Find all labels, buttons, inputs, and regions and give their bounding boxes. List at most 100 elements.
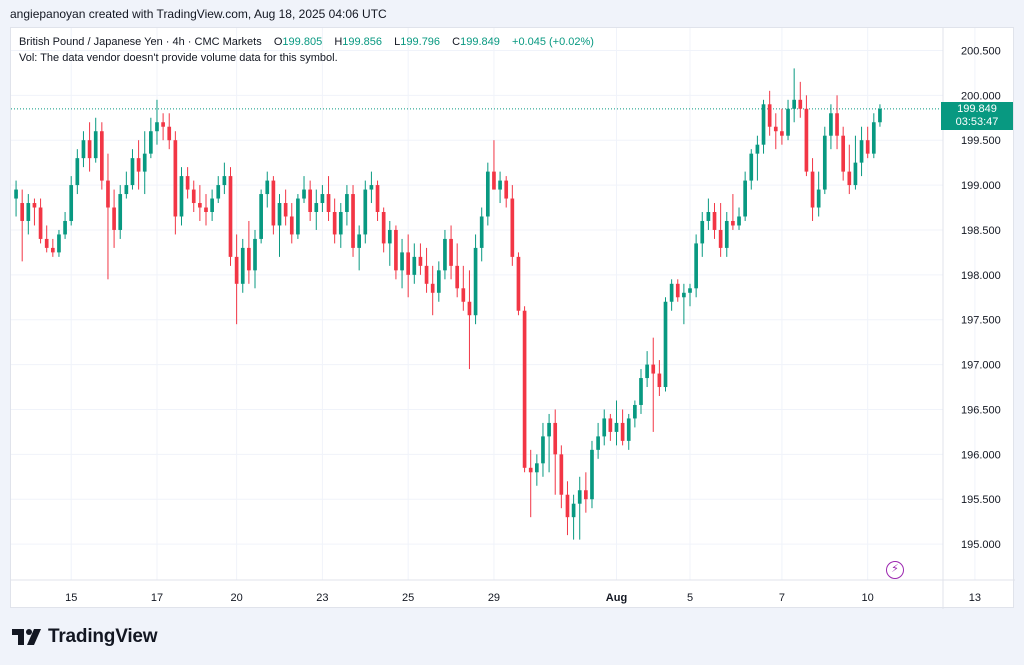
candle — [663, 297, 668, 392]
price-tick-label: 195.500 — [961, 494, 1001, 506]
candlestick-chart[interactable]: 200.500 200.000 199.500 199.000 198.500 198.0… — [11, 28, 1015, 609]
candle-body — [247, 247, 251, 271]
candle — [590, 440, 594, 509]
candle-body — [829, 113, 833, 136]
candle-body — [455, 265, 460, 289]
candle-body — [443, 238, 447, 271]
candle-body — [320, 194, 325, 204]
candle-body — [302, 189, 306, 199]
candle-body — [112, 207, 116, 230]
candle-body — [308, 189, 312, 212]
open-label: O — [273, 36, 283, 48]
candle-body — [822, 135, 827, 190]
candle-body — [253, 238, 257, 271]
price-tick-label: 198.000 — [961, 270, 1001, 282]
candle-body — [375, 185, 380, 212]
lightning-icon[interactable]: ⚡ — [886, 561, 904, 579]
candle-body — [694, 243, 698, 289]
candle-body — [26, 203, 31, 221]
candle — [467, 270, 472, 370]
candle — [577, 476, 582, 540]
candle-body — [430, 283, 435, 293]
candle-body — [173, 140, 178, 217]
time-tick-label: 7 — [779, 592, 785, 604]
candle-body — [614, 422, 619, 432]
candle-body — [816, 189, 821, 208]
candle-body — [240, 247, 245, 284]
high-label: H — [334, 36, 343, 48]
candle — [296, 194, 300, 239]
candle-body — [412, 256, 417, 275]
candle-body — [847, 171, 852, 186]
candle-body — [93, 131, 98, 159]
candle-body — [314, 203, 319, 212]
candle-body — [20, 203, 25, 221]
candle-body — [461, 288, 466, 302]
candle-body — [792, 99, 796, 109]
candle — [320, 185, 325, 212]
candle — [118, 185, 123, 239]
time-tick-label: 15 — [65, 592, 77, 604]
candle-body — [706, 212, 711, 221]
candle — [528, 449, 533, 518]
candle — [706, 198, 711, 230]
price-tick-label: 199.000 — [961, 180, 1001, 192]
candle — [369, 171, 374, 204]
candle-body — [804, 108, 809, 172]
candle-body — [38, 207, 43, 239]
bar-countdown: 03:53:47 — [955, 115, 999, 128]
candle-body — [50, 247, 55, 253]
candle-body — [633, 404, 637, 419]
candle-body — [136, 158, 141, 172]
candle-body — [271, 180, 276, 226]
candle — [161, 113, 165, 141]
candle — [124, 171, 129, 199]
candle — [547, 413, 551, 473]
candle-body — [675, 283, 680, 298]
candle — [492, 140, 496, 190]
candle-body — [565, 494, 570, 518]
candle — [694, 234, 698, 298]
time-tick-label: 23 — [316, 592, 328, 604]
candle-body — [878, 108, 882, 123]
candle — [455, 243, 460, 298]
candle — [314, 189, 319, 230]
candle-body — [535, 463, 539, 473]
candle — [32, 198, 37, 226]
candle — [829, 104, 833, 150]
candle — [112, 189, 116, 248]
chart-panel[interactable]: 200.500 200.000 199.500 199.000 198.500 198.0… — [10, 27, 1015, 609]
candle-body — [504, 180, 509, 199]
candle-body — [835, 113, 839, 136]
candle — [179, 167, 184, 226]
candle — [608, 413, 613, 441]
time-tick-label: 10 — [862, 592, 874, 604]
candle — [167, 113, 172, 150]
candle-body — [63, 220, 67, 235]
price-tick-label: 199.500 — [961, 135, 1001, 147]
candle — [106, 153, 110, 280]
candle — [847, 144, 852, 195]
candle — [449, 225, 453, 280]
low-label: L — [394, 36, 401, 48]
candle-body — [14, 189, 18, 199]
candle-body — [277, 203, 282, 226]
last-price-tag: 199.849 03:53:47 — [941, 101, 1013, 130]
tradingview-brand[interactable]: TradingView — [12, 626, 158, 648]
candle-body — [651, 364, 656, 374]
close-label: C — [452, 36, 461, 48]
candle-body — [590, 449, 594, 500]
attribution-text: angiepanoyan created with TradingView.co… — [10, 7, 387, 21]
price-tick-label: 200.000 — [961, 90, 1001, 102]
time-tick-label: 20 — [231, 592, 243, 604]
candle — [210, 189, 214, 221]
candles-group — [14, 68, 882, 540]
candle — [240, 238, 245, 293]
candle — [853, 135, 858, 190]
candle-body — [338, 212, 343, 235]
candle — [504, 176, 509, 208]
time-axis: 151720232529Aug5710131519 — [65, 592, 981, 604]
candle-body — [865, 140, 870, 154]
candle — [786, 99, 790, 141]
candle — [835, 95, 839, 150]
